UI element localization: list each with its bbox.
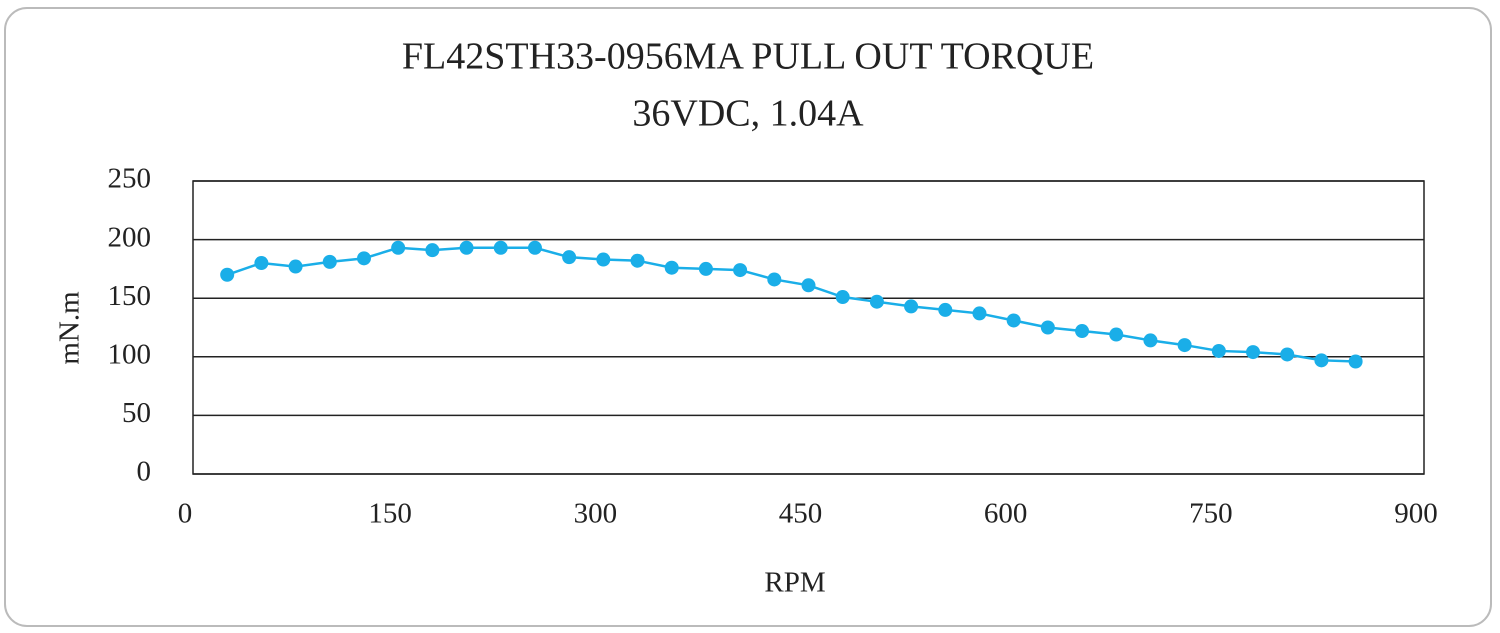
data-point <box>254 256 269 271</box>
data-point <box>1109 327 1124 342</box>
data-point <box>220 267 235 282</box>
x-tick-label: 300 <box>574 498 618 530</box>
data-point <box>630 253 645 268</box>
data-point <box>1246 345 1261 360</box>
data-point <box>733 263 748 278</box>
y-tick-label: 50 <box>122 397 151 429</box>
y-tick-label: 150 <box>108 280 152 312</box>
y-axis-title: mN.m <box>54 291 86 365</box>
data-point <box>664 260 679 275</box>
data-point <box>767 272 782 287</box>
data-point <box>1211 343 1226 358</box>
data-point <box>596 252 611 267</box>
data-point <box>1143 333 1158 348</box>
y-tick-label: 250 <box>108 163 152 195</box>
y-tick-label: 200 <box>108 221 152 253</box>
chart-subtitle: 36VDC, 1.04A <box>632 93 864 135</box>
data-point <box>1006 313 1021 328</box>
data-point <box>493 240 508 255</box>
data-point <box>801 278 816 293</box>
data-point <box>938 302 953 317</box>
data-point <box>904 299 919 314</box>
data-point <box>835 290 850 305</box>
data-point <box>459 240 474 255</box>
x-tick-label: 900 <box>1394 498 1438 530</box>
data-point <box>1280 347 1295 362</box>
x-axis-title: RPM <box>764 567 825 599</box>
chart-frame <box>4 7 1492 627</box>
data-point <box>1177 338 1192 353</box>
chart-title: FL42STH33-0956MA PULL OUT TORQUE <box>402 36 1094 78</box>
y-tick-label: 0 <box>137 456 152 488</box>
data-point <box>425 243 440 258</box>
data-point <box>1075 324 1090 339</box>
data-point <box>288 259 303 274</box>
data-point <box>972 306 987 321</box>
data-point <box>562 250 577 265</box>
x-tick-label: 0 <box>178 498 193 530</box>
data-point <box>1348 354 1363 369</box>
data-point <box>356 251 371 266</box>
data-point <box>1040 320 1055 335</box>
x-tick-label: 600 <box>984 498 1028 530</box>
data-point <box>1314 353 1329 368</box>
data-point <box>527 240 542 255</box>
x-tick-label: 750 <box>1189 498 1233 530</box>
data-point <box>698 261 713 276</box>
data-point <box>869 294 884 309</box>
data-point <box>391 240 406 255</box>
y-tick-label: 100 <box>108 338 152 370</box>
x-tick-label: 450 <box>779 498 823 530</box>
data-point <box>322 254 337 269</box>
x-tick-label: 150 <box>368 498 412 530</box>
data-line <box>226 246 1356 363</box>
